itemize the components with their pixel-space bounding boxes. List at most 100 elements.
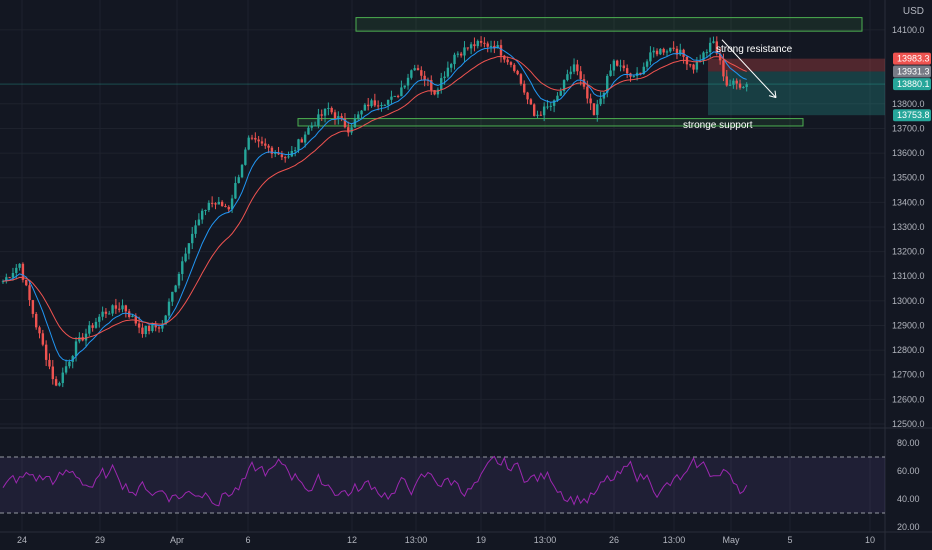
candle-body xyxy=(274,152,277,154)
candle-body xyxy=(702,52,705,61)
time-tick-label: 6 xyxy=(245,535,250,545)
candle-body xyxy=(373,100,377,106)
moving-average-lines xyxy=(2,46,747,362)
rsi-axis: 20.00 40.00 60.00 80.00 xyxy=(897,438,920,532)
candle-body xyxy=(390,96,393,100)
price-tick-label: 12900.0 xyxy=(892,320,925,330)
rsi-tick-label: 20.00 xyxy=(897,522,920,532)
candle-body xyxy=(227,206,230,210)
time-tick-label: 10 xyxy=(865,535,875,545)
candle-body xyxy=(370,100,373,107)
candle-body xyxy=(74,341,78,357)
arrow-shaft xyxy=(721,39,777,98)
candle-body xyxy=(486,43,489,47)
price-tag-label: 13983.3 xyxy=(897,54,930,64)
candle-body xyxy=(267,145,270,148)
candle-body xyxy=(184,253,187,262)
candle-body xyxy=(652,50,655,53)
candle-body xyxy=(181,261,184,274)
candle-body xyxy=(413,68,416,71)
candle-body xyxy=(645,61,649,67)
time-tick-label: 26 xyxy=(609,535,619,545)
candle-body xyxy=(463,47,466,56)
candle-body xyxy=(665,51,669,53)
candle-body xyxy=(546,106,549,108)
candle-body xyxy=(443,76,446,79)
ema-slow-line xyxy=(2,55,747,340)
candle-body xyxy=(247,137,250,150)
candle-body xyxy=(436,89,440,95)
rsi-tick-label: 60.00 xyxy=(897,466,920,476)
candle-body xyxy=(141,327,144,335)
candle-body xyxy=(420,70,423,76)
candle-body xyxy=(496,45,499,49)
candle-body xyxy=(171,291,174,302)
candle-body xyxy=(533,104,536,116)
candle-body xyxy=(655,50,659,55)
candle-body xyxy=(237,177,240,183)
short-position-tool[interactable] xyxy=(0,58,885,116)
candle-body xyxy=(476,40,479,47)
candle-body xyxy=(483,42,486,44)
candle-body xyxy=(549,105,552,107)
candle-body xyxy=(340,116,343,119)
time-tick-label: Apr xyxy=(170,535,184,545)
candle-body xyxy=(217,201,220,205)
candle-body xyxy=(396,95,400,97)
candle-body xyxy=(214,203,217,205)
candle-body xyxy=(18,263,21,268)
candle-body xyxy=(270,147,274,154)
candle-body xyxy=(44,344,48,360)
resistance-zone xyxy=(355,17,863,32)
candle-body xyxy=(383,104,386,106)
candle-body xyxy=(108,313,111,315)
candle-body xyxy=(144,325,147,335)
currency-label: USD xyxy=(902,6,924,17)
candle-body xyxy=(705,52,709,54)
candle-body xyxy=(124,305,128,312)
price-tags: 13983.3 13931.3 13880.1 13753.8 xyxy=(893,52,931,122)
candle-body xyxy=(506,59,509,63)
annotation-zones xyxy=(297,17,863,127)
candle-body xyxy=(569,71,572,75)
price-tag xyxy=(893,78,931,91)
candle-body xyxy=(330,107,333,113)
time-tick-label: 24 xyxy=(17,535,27,545)
candle-body xyxy=(1,281,5,283)
candle-body xyxy=(347,127,350,133)
candle-body xyxy=(453,54,456,65)
time-axis[interactable]: 24 29 Apr 6 12 13:00 19 13:00 26 13:00 May 5 10 xyxy=(17,535,875,545)
candle-body xyxy=(363,104,367,111)
candle-body xyxy=(725,76,728,86)
candle-body xyxy=(201,210,204,220)
candle-body xyxy=(609,70,612,76)
candle-body xyxy=(41,333,45,345)
candle-body xyxy=(732,80,735,85)
candle-body xyxy=(230,198,234,210)
time-tick-label: 19 xyxy=(476,535,486,545)
candle-body xyxy=(625,68,629,74)
candle-body xyxy=(204,209,207,211)
candle-body xyxy=(539,114,543,116)
price-tick-label: 13700.0 xyxy=(892,123,925,133)
candle-body xyxy=(64,366,68,373)
candle-body xyxy=(416,68,420,71)
candle-body xyxy=(154,324,157,328)
candle-body xyxy=(669,47,672,52)
candle-body xyxy=(210,202,214,204)
price-tick-label: 13400.0 xyxy=(892,197,925,207)
candle-body xyxy=(516,70,519,75)
price-axis[interactable]: 12500.0 12600.0 12700.0 12800.0 12900.0 13000… xyxy=(892,25,925,429)
candle-body xyxy=(606,75,609,93)
candle-body xyxy=(71,356,74,362)
candle-body xyxy=(264,143,267,146)
candle-body xyxy=(556,95,559,101)
candle-body xyxy=(622,65,626,69)
candle-body xyxy=(519,74,523,84)
candle-body xyxy=(167,301,171,316)
candle-body xyxy=(78,337,81,342)
candle-body xyxy=(224,206,227,208)
price-tag xyxy=(893,65,931,78)
candle-body xyxy=(240,164,244,178)
